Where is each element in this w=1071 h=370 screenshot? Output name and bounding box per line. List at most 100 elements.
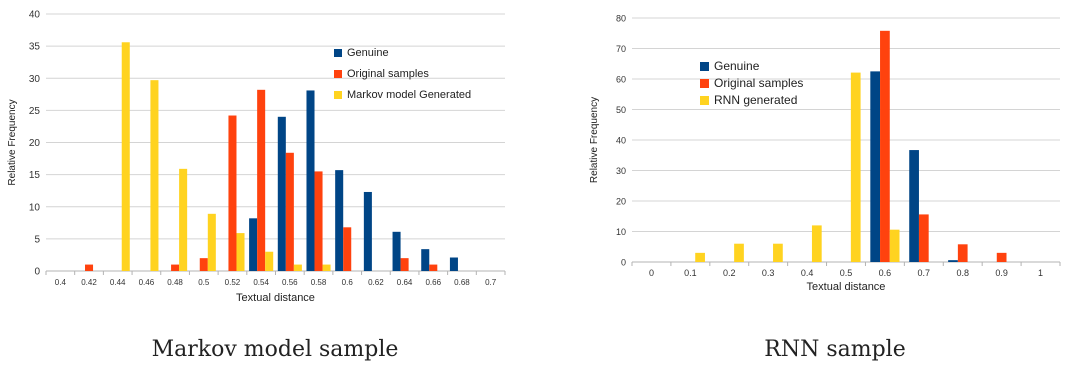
y-tick-label: 80	[616, 14, 626, 24]
bar-genuine	[948, 260, 958, 262]
y-tick-label: 5	[34, 234, 40, 245]
bar-genuine	[909, 150, 919, 262]
x-tick-label: 0.9	[995, 268, 1008, 278]
bar-original-samples	[199, 258, 208, 271]
y-tick-label: 50	[616, 105, 626, 115]
bar-genuine	[363, 191, 372, 271]
bar-rnn-generated	[811, 225, 822, 262]
bar-genuine	[277, 116, 286, 271]
bar-rnn-generated	[850, 72, 861, 262]
bar-rnn-generated	[889, 229, 900, 262]
markov-caption: Markov model sample	[151, 337, 399, 362]
x-tick-label: 0.6	[879, 268, 892, 278]
bar-rnn-generated	[773, 243, 783, 262]
x-tick-label: 0.66	[425, 278, 441, 287]
bar-original-samples	[957, 244, 968, 262]
bar-markov-model-generated	[179, 168, 188, 271]
y-tick-label: 70	[616, 44, 626, 54]
x-tick-label: 0	[649, 268, 654, 278]
legend-label: Original samples	[714, 76, 803, 90]
x-tick-label: 1	[1038, 268, 1043, 278]
bar-genuine	[392, 231, 401, 271]
y-tick-label: 25	[29, 106, 41, 117]
bar-rnn-generated	[695, 252, 705, 262]
bar-genuine	[249, 218, 258, 271]
x-tick-label: 0.58	[311, 278, 327, 287]
y-axis-title: Relative Frequency	[589, 97, 600, 183]
bar-genuine	[421, 249, 430, 271]
bar-markov-model-generated	[265, 251, 274, 271]
y-tick-label: 40	[29, 10, 41, 21]
legend-label: Genuine	[714, 59, 760, 73]
legend-swatch	[334, 91, 342, 99]
y-tick-label: 35	[29, 42, 41, 53]
x-tick-label: 0.6	[342, 278, 354, 287]
legend-swatch	[700, 62, 709, 71]
legend-label: Original samples	[347, 68, 429, 80]
bar-original-samples	[880, 30, 890, 263]
bar-original-samples	[996, 252, 1007, 262]
y-tick-label: 10	[616, 227, 626, 237]
x-tick-label: 0.7	[485, 278, 497, 287]
y-tick-label: 10	[29, 202, 41, 213]
bar-original-samples	[400, 258, 409, 271]
legend-label: Markov model Generated	[347, 89, 471, 101]
markov-histogram-chart: 0 5 10 15 20 25 30 35 40 0.4 0.42 0.44 0.46 0.48 0.5 0.…	[7, 10, 506, 304]
legend-swatch	[700, 96, 709, 105]
bar-markov-model-generated	[322, 264, 331, 271]
x-tick-label: 0.2	[723, 268, 736, 278]
x-tick-label: 0.3	[762, 268, 775, 278]
x-tick-label: 0.7	[918, 268, 931, 278]
bar-markov-model-generated	[293, 264, 302, 271]
y-tick-label: 15	[29, 170, 41, 181]
y-tick-label: 40	[616, 136, 626, 146]
x-tick-label: 0.46	[139, 278, 155, 287]
legend-swatch	[334, 70, 342, 78]
bar-original-samples	[918, 214, 929, 262]
x-tick-label: 0.44	[110, 278, 126, 287]
bar-original-samples	[85, 264, 94, 271]
bar-markov-model-generated	[121, 42, 130, 271]
y-tick-label: 20	[616, 197, 626, 207]
bar-genuine	[449, 257, 458, 271]
bar-rnn-generated	[734, 243, 744, 262]
x-tick-label: 0.5	[840, 268, 853, 278]
y-tick-label: 0	[621, 258, 626, 268]
x-tick-label: 0.68	[454, 278, 470, 287]
x-tick-label: 0.42	[81, 278, 97, 287]
rnn-caption: RNN sample	[764, 337, 906, 362]
bar-genuine	[306, 90, 315, 272]
x-tick-label: 0.8	[956, 268, 969, 278]
y-tick-label: 0	[34, 267, 40, 278]
y-axis-title: Relative Frequency	[7, 99, 18, 185]
bar-original-samples	[314, 171, 323, 271]
x-tick-label: 0.64	[397, 278, 413, 287]
bar-markov-model-generated	[207, 213, 216, 271]
x-axis-title: Textual distance	[236, 292, 315, 304]
x-tick-label: 0.56	[282, 278, 298, 287]
bar-original-samples	[285, 152, 294, 271]
x-tick-label: 0.48	[167, 278, 183, 287]
legend-swatch	[700, 79, 709, 88]
x-tick-label: 0.4	[801, 268, 814, 278]
x-tick-label: 0.1	[684, 268, 697, 278]
bar-original-samples	[257, 89, 266, 271]
y-tick-label: 20	[29, 138, 41, 149]
x-tick-label: 0.54	[253, 278, 269, 287]
bar-markov-model-generated	[236, 233, 245, 271]
bar-markov-model-generated	[150, 80, 159, 272]
legend-label: RNN generated	[714, 93, 797, 107]
bar-genuine	[335, 170, 344, 271]
bar-original-samples	[171, 264, 180, 271]
x-tick-label: 0.5	[198, 278, 210, 287]
bar-original-samples	[429, 264, 438, 271]
y-tick-label: 30	[616, 166, 626, 176]
rnn-histogram-chart: 0 10 20 30 40 50 60 70 80 0 0.1 0.2 0.3 0.4 0.5 0.6 0.7 0…	[589, 14, 1061, 293]
bar-genuine	[870, 71, 881, 262]
x-tick-label: 0.62	[368, 278, 384, 287]
y-tick-label: 60	[616, 75, 626, 85]
legend-swatch	[334, 49, 342, 57]
x-axis-title: Textual distance	[807, 281, 886, 293]
bar-original-samples	[343, 227, 352, 271]
x-tick-label: 0.4	[55, 278, 67, 287]
